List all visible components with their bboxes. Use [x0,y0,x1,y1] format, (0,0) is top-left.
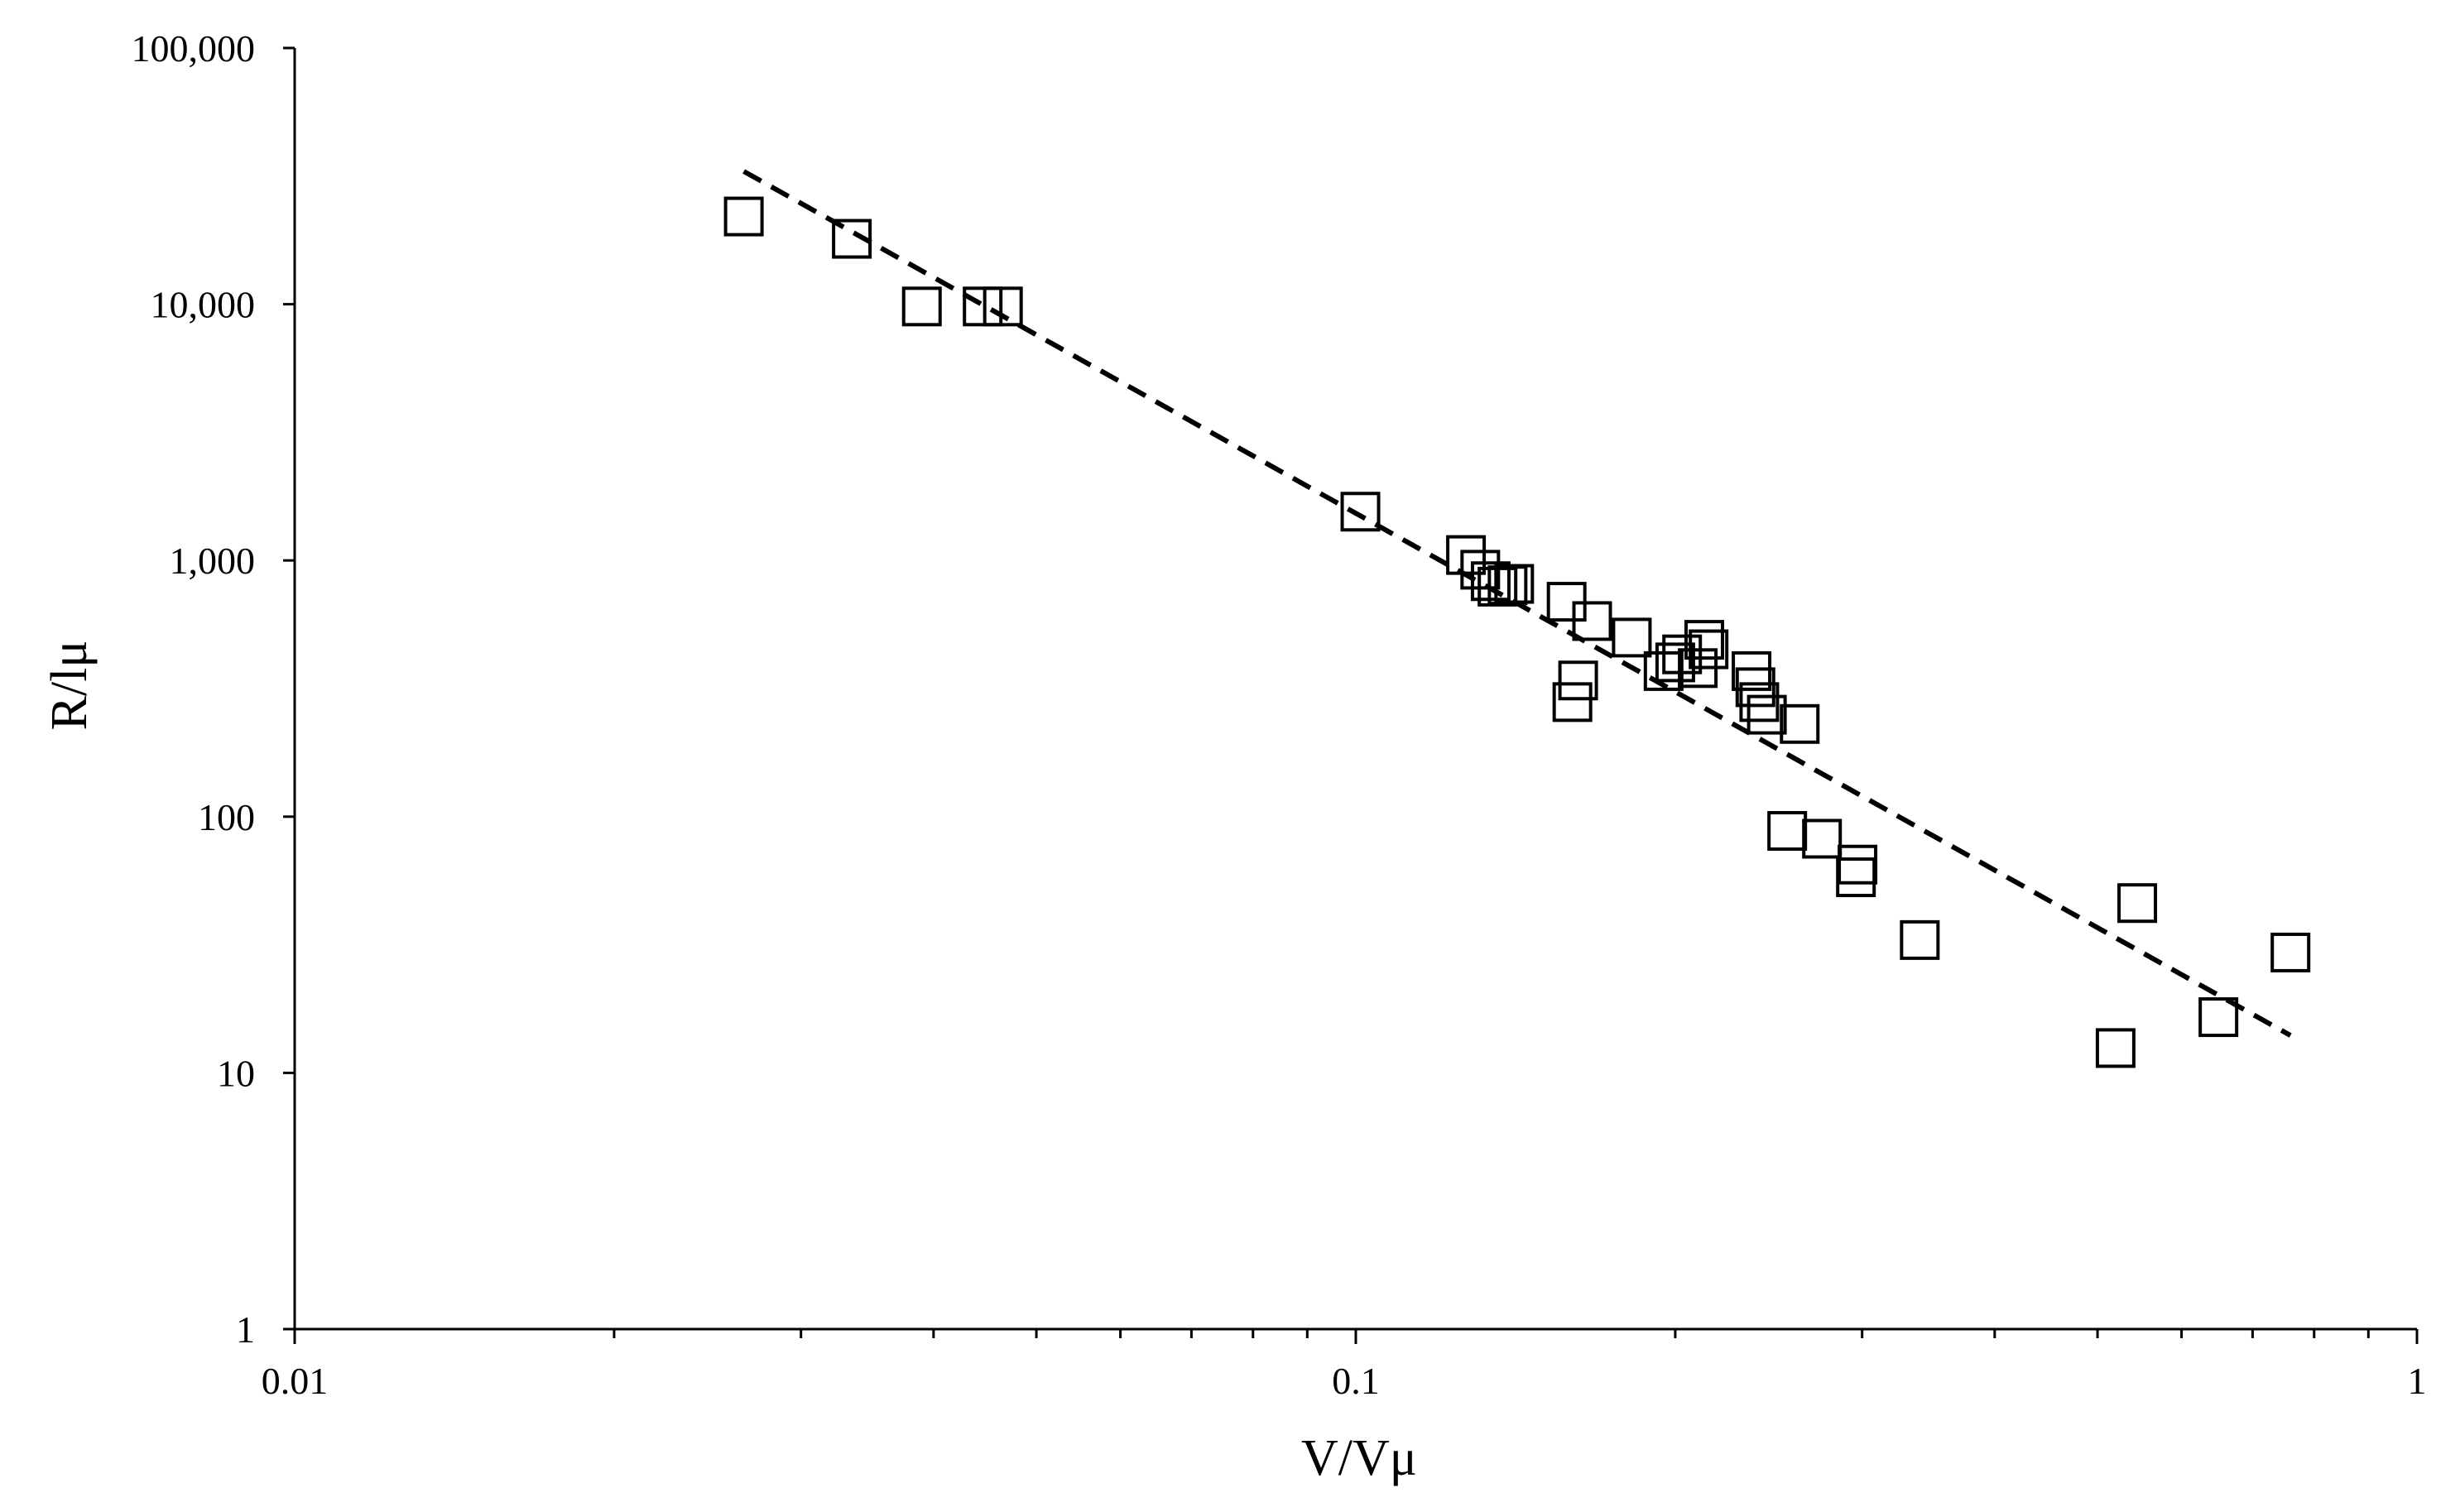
y-tick-label: 10 [217,1052,255,1094]
tick-labels: 1 10 100 1,000 10,000 100,000 0.01 0.1 1 [132,27,2427,1402]
data-point [963,286,1003,327]
data-point [1838,844,1878,885]
data-point [2117,883,2158,924]
x-tick-label: 0.1 [1332,1360,1380,1402]
y-tick-label: 100 [198,796,255,838]
y-axis-title: R/lμ [41,640,98,730]
data-point [1836,857,1876,898]
data-point [983,286,1023,327]
data-point [1735,667,1775,708]
data-point [1655,642,1695,683]
data-point [1767,810,1808,851]
y-tick-label: 1,000 [170,540,256,582]
data-point [1662,634,1703,674]
data-points [723,196,2311,1068]
data-point [1446,535,1487,575]
y-tick-label: 1 [236,1308,255,1351]
data-point [2270,932,2311,972]
y-tick-label: 100,000 [132,27,256,70]
data-point [1572,601,1612,641]
data-point [1689,629,1729,670]
data-point [1802,818,1843,859]
data-point [1780,703,1820,744]
x-tick-label: 0.01 [262,1360,329,1402]
data-point [1684,620,1724,660]
x-tick-label: 1 [2408,1360,2427,1402]
data-point [723,196,764,237]
data-point [1552,682,1593,722]
data-point [1900,919,1940,960]
x-axis-title: V/Vμ [1301,1430,1417,1486]
data-point [1558,660,1598,701]
ticks [283,46,2419,1344]
data-point [1747,694,1787,735]
data-point [1732,650,1772,691]
data-point [901,286,942,327]
axes [293,48,2417,1331]
data-point [1494,564,1535,604]
data-point [1612,617,1652,658]
data-point [1340,492,1381,532]
y-tick-label: 10,000 [151,284,256,326]
data-point [2095,1028,2136,1068]
data-point [1739,682,1780,722]
data-point [2198,997,2239,1038]
data-point [832,218,872,259]
